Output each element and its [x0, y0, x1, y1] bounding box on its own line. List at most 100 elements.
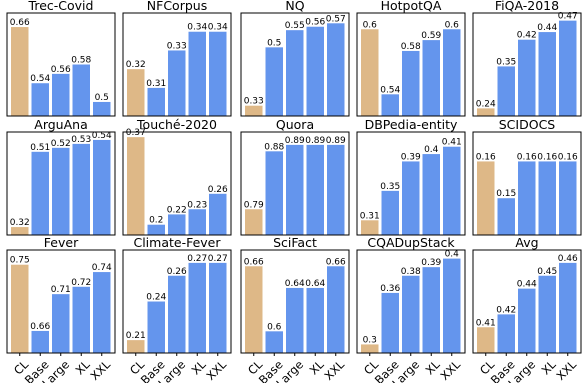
bar-value-label: 0.15: [496, 189, 516, 199]
x-tick-label: XXL: [204, 357, 230, 383]
bar-model: [209, 262, 227, 353]
bar-value-label: 0.4: [424, 145, 439, 155]
bar-model: [306, 287, 324, 353]
x-tick-label: XXL: [322, 357, 348, 383]
bar-cl: [127, 340, 145, 353]
bar-model: [147, 301, 165, 353]
panel-title: CQADupStack: [367, 235, 455, 250]
bar-model: [93, 272, 111, 353]
bar-cl: [477, 327, 495, 353]
bar-value-label: 0.58: [71, 56, 91, 66]
bar-value-label: 0.33: [244, 97, 264, 107]
chart-panel: NQ 0.33 0.5 0.55 0.56 0.57: [240, 0, 350, 117]
bar-model: [538, 32, 556, 116]
bar-value-label: 0.16: [537, 152, 557, 162]
bar-model: [518, 288, 536, 353]
bar-value-label: 0.35: [380, 182, 400, 192]
bar-cl: [245, 209, 263, 235]
bar-model: [52, 73, 70, 116]
chart-panel: Fever0.75CL0.66Base0.71Large0.72XL0.74XX…: [6, 235, 116, 383]
bar-model: [188, 31, 206, 116]
bar-model: [286, 144, 304, 235]
panel-frame: [240, 131, 350, 236]
bar-cl: [477, 161, 495, 235]
chart-panel: Trec-Covid 0.66 0.540.560.58 0.5: [6, 0, 116, 117]
panel-title: Quora: [276, 117, 314, 132]
panel-frame: [472, 249, 582, 354]
bar-model: [497, 198, 515, 235]
bar-value-label: 0.6: [267, 322, 282, 332]
bar-value-label: 0.31: [146, 79, 166, 89]
panel-title: Touché-2020: [136, 117, 217, 132]
bar-value-label: 0.58: [401, 42, 421, 52]
panel-title: HotpotQA: [381, 0, 442, 13]
bar-model: [306, 144, 324, 235]
bar-cl: [477, 108, 495, 116]
bar-model: [559, 262, 577, 353]
bar-value-label: 0.74: [92, 263, 112, 273]
x-tick-label: XXL: [554, 357, 580, 383]
panel-frame: [472, 12, 582, 117]
bar-model: [327, 23, 345, 116]
bar-value-label: 0.2: [149, 216, 163, 226]
bar-model: [422, 40, 440, 116]
panel-frame: [6, 12, 116, 117]
bar-value-label: 0.32: [126, 60, 146, 70]
bar-value-label: 0.42: [517, 31, 537, 41]
bar-model: [443, 29, 461, 117]
bar-cl: [361, 29, 379, 117]
bar-cl: [11, 264, 29, 353]
bar-value-label: 0.66: [30, 322, 50, 332]
bar-value-label: 0.3: [363, 335, 377, 345]
bar-value-label: 0.53: [71, 135, 91, 145]
panel-title: DBPedia-entity: [365, 117, 458, 132]
bar-value-label: 0.27: [208, 254, 228, 264]
bar-model: [443, 146, 461, 235]
bar-value-label: 0.89: [326, 136, 346, 146]
bar-value-label: 0.41: [476, 318, 496, 328]
bar-model: [147, 224, 165, 235]
bar-value-label: 0.35: [496, 57, 516, 67]
bar-value-label: 0.66: [10, 18, 30, 28]
bar-value-label: 0.45: [537, 267, 557, 277]
panel-title: NFCorpus: [147, 0, 207, 13]
x-tick-label: XXL: [438, 357, 464, 383]
bar-value-label: 0.6: [363, 20, 378, 30]
bar-value-label: 0.52: [51, 139, 71, 149]
bar-model: [168, 275, 186, 353]
bar-model: [538, 275, 556, 353]
bar-model: [72, 64, 90, 116]
bar-value-label: 0.38: [401, 267, 421, 277]
panel-title: SciFact: [273, 235, 317, 250]
panel-title: SCIDOCS: [499, 117, 556, 132]
bar-model: [306, 26, 324, 116]
bar-value-label: 0.16: [558, 152, 578, 162]
panel-title: ArguAna: [34, 117, 87, 132]
bar-cl: [361, 344, 379, 353]
bar-value-label: 0.32: [10, 218, 30, 228]
chart-panel: SciFact0.66CL0.6Base0.64Large0.64XL0.66X…: [240, 235, 350, 383]
bar-model: [168, 50, 186, 116]
bar-model: [168, 214, 186, 235]
bar-model: [188, 209, 206, 235]
bar-value-label: 0.89: [285, 136, 305, 146]
bar-model: [381, 94, 399, 116]
bar-value-label: 0.44: [517, 280, 537, 290]
bar-model: [265, 151, 283, 235]
bar-value-label: 0.64: [305, 279, 325, 289]
bar-value-label: 0.27: [187, 254, 207, 264]
bar-model: [497, 66, 515, 116]
chart-panel: DBPedia-entity 0.31 0.35 0.390.40.41: [356, 117, 466, 236]
bar-model: [31, 151, 49, 235]
bar-model: [93, 101, 111, 116]
bar-value-label: 0.59: [421, 31, 441, 41]
bar-model: [265, 47, 283, 117]
panel-frame: [240, 249, 350, 354]
bar-model: [286, 287, 304, 353]
bar-model: [422, 267, 440, 353]
